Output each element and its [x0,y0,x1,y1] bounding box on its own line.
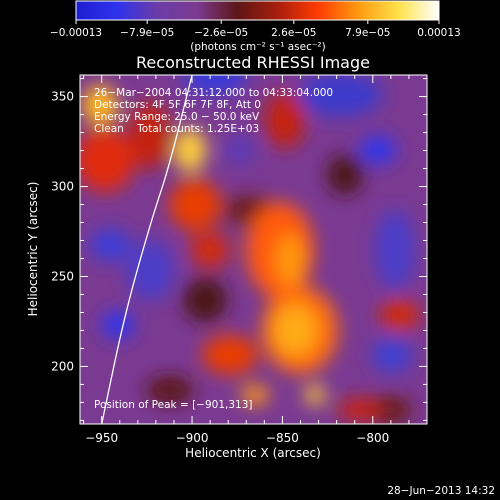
low-lobe [368,396,412,424]
y-tick-label: 200 [51,359,74,373]
bright-core [305,385,325,405]
emission-lobe [80,128,135,192]
emission-lobe [130,101,170,169]
bright-core [241,385,269,405]
negative-lobe [360,136,396,164]
negative-lobe [298,75,382,117]
colorbar-unit-label: (photons cm⁻² s⁻¹ asec⁻²) [190,41,325,53]
annotation-energy-range: Energy Range: 25.0 − 50.0 keV [94,111,260,123]
emission-lobe [169,179,221,231]
y-tick-label: 250 [51,269,74,283]
negative-lobe [224,136,256,164]
colorbar-ticks [75,20,440,24]
negative-lobe [372,337,412,373]
negative-lobe [183,75,247,95]
y-tick-labels: 200 250 300 350 [51,90,74,374]
chart-title: Reconstructed RHESSI Image [136,53,370,72]
colorbar-tick-label: −7.9e−05 [120,27,174,39]
colorbar-tick-label: −2.6e−05 [194,27,248,39]
axis-ticks [80,75,428,424]
emission-lobe [265,92,305,148]
negative-lobe [375,210,415,290]
plot-frame [79,74,428,425]
low-lobe [183,278,227,322]
low-lobe [146,376,194,404]
bright-core [174,128,206,172]
negative-lobe [126,240,174,300]
emission-lobe [202,335,258,375]
heatmap-area [80,75,427,424]
annotation-time-range: 26−Mar−2004 04:31:12.000 to 04:33:04.000 [94,87,333,99]
emission-lobe [190,232,230,268]
bright-core [82,85,118,125]
x-tick-label: −850 [266,431,299,445]
bright-core [273,304,317,356]
annotation-detectors: Detectors: 4F 5F 6F 7F 8F, Att 0 [94,99,261,111]
annotation-peak-position: Position of Peak = [−901,313] [94,399,253,411]
heatmap-blobs [80,75,420,424]
bright-core [276,234,304,286]
x-tick-label: −950 [85,431,118,445]
colorbar-tick-label: 2.6e−05 [271,27,316,39]
colorbar-tick-label: 7.9e−05 [345,27,390,39]
colorbar-tick-label: −0.00013 [50,27,102,39]
negative-lobe [102,311,134,339]
footer-timestamp: 28−Jun−2013 14:32 [387,485,495,497]
x-tick-label: −800 [356,431,389,445]
colorbar-tick-label: 0.00013 [417,27,460,39]
y-tick-label: 350 [51,90,74,104]
x-tick-label: −900 [176,431,209,445]
negative-lobe [90,229,130,261]
x-tick-labels: −950 −900 −850 −800 [85,431,389,445]
y-axis-label: Heliocentric Y (arcsec) [26,182,40,317]
emission-lobe [380,299,420,331]
colorbar-tick-labels: −0.00013 −7.9e−05 −2.6e−05 2.6e−05 7.9e−05 0.… [50,27,461,39]
solar-limb-curve [101,75,193,424]
annotation-clean-counts: Clean Total counts: 1.25E+03 [94,123,259,135]
colorbar [75,0,440,21]
y-tick-label: 300 [51,180,74,194]
x-axis-label: Heliocentric X (arcsec) [185,446,321,460]
emission-lobe [338,398,382,422]
low-lobe [327,155,363,195]
